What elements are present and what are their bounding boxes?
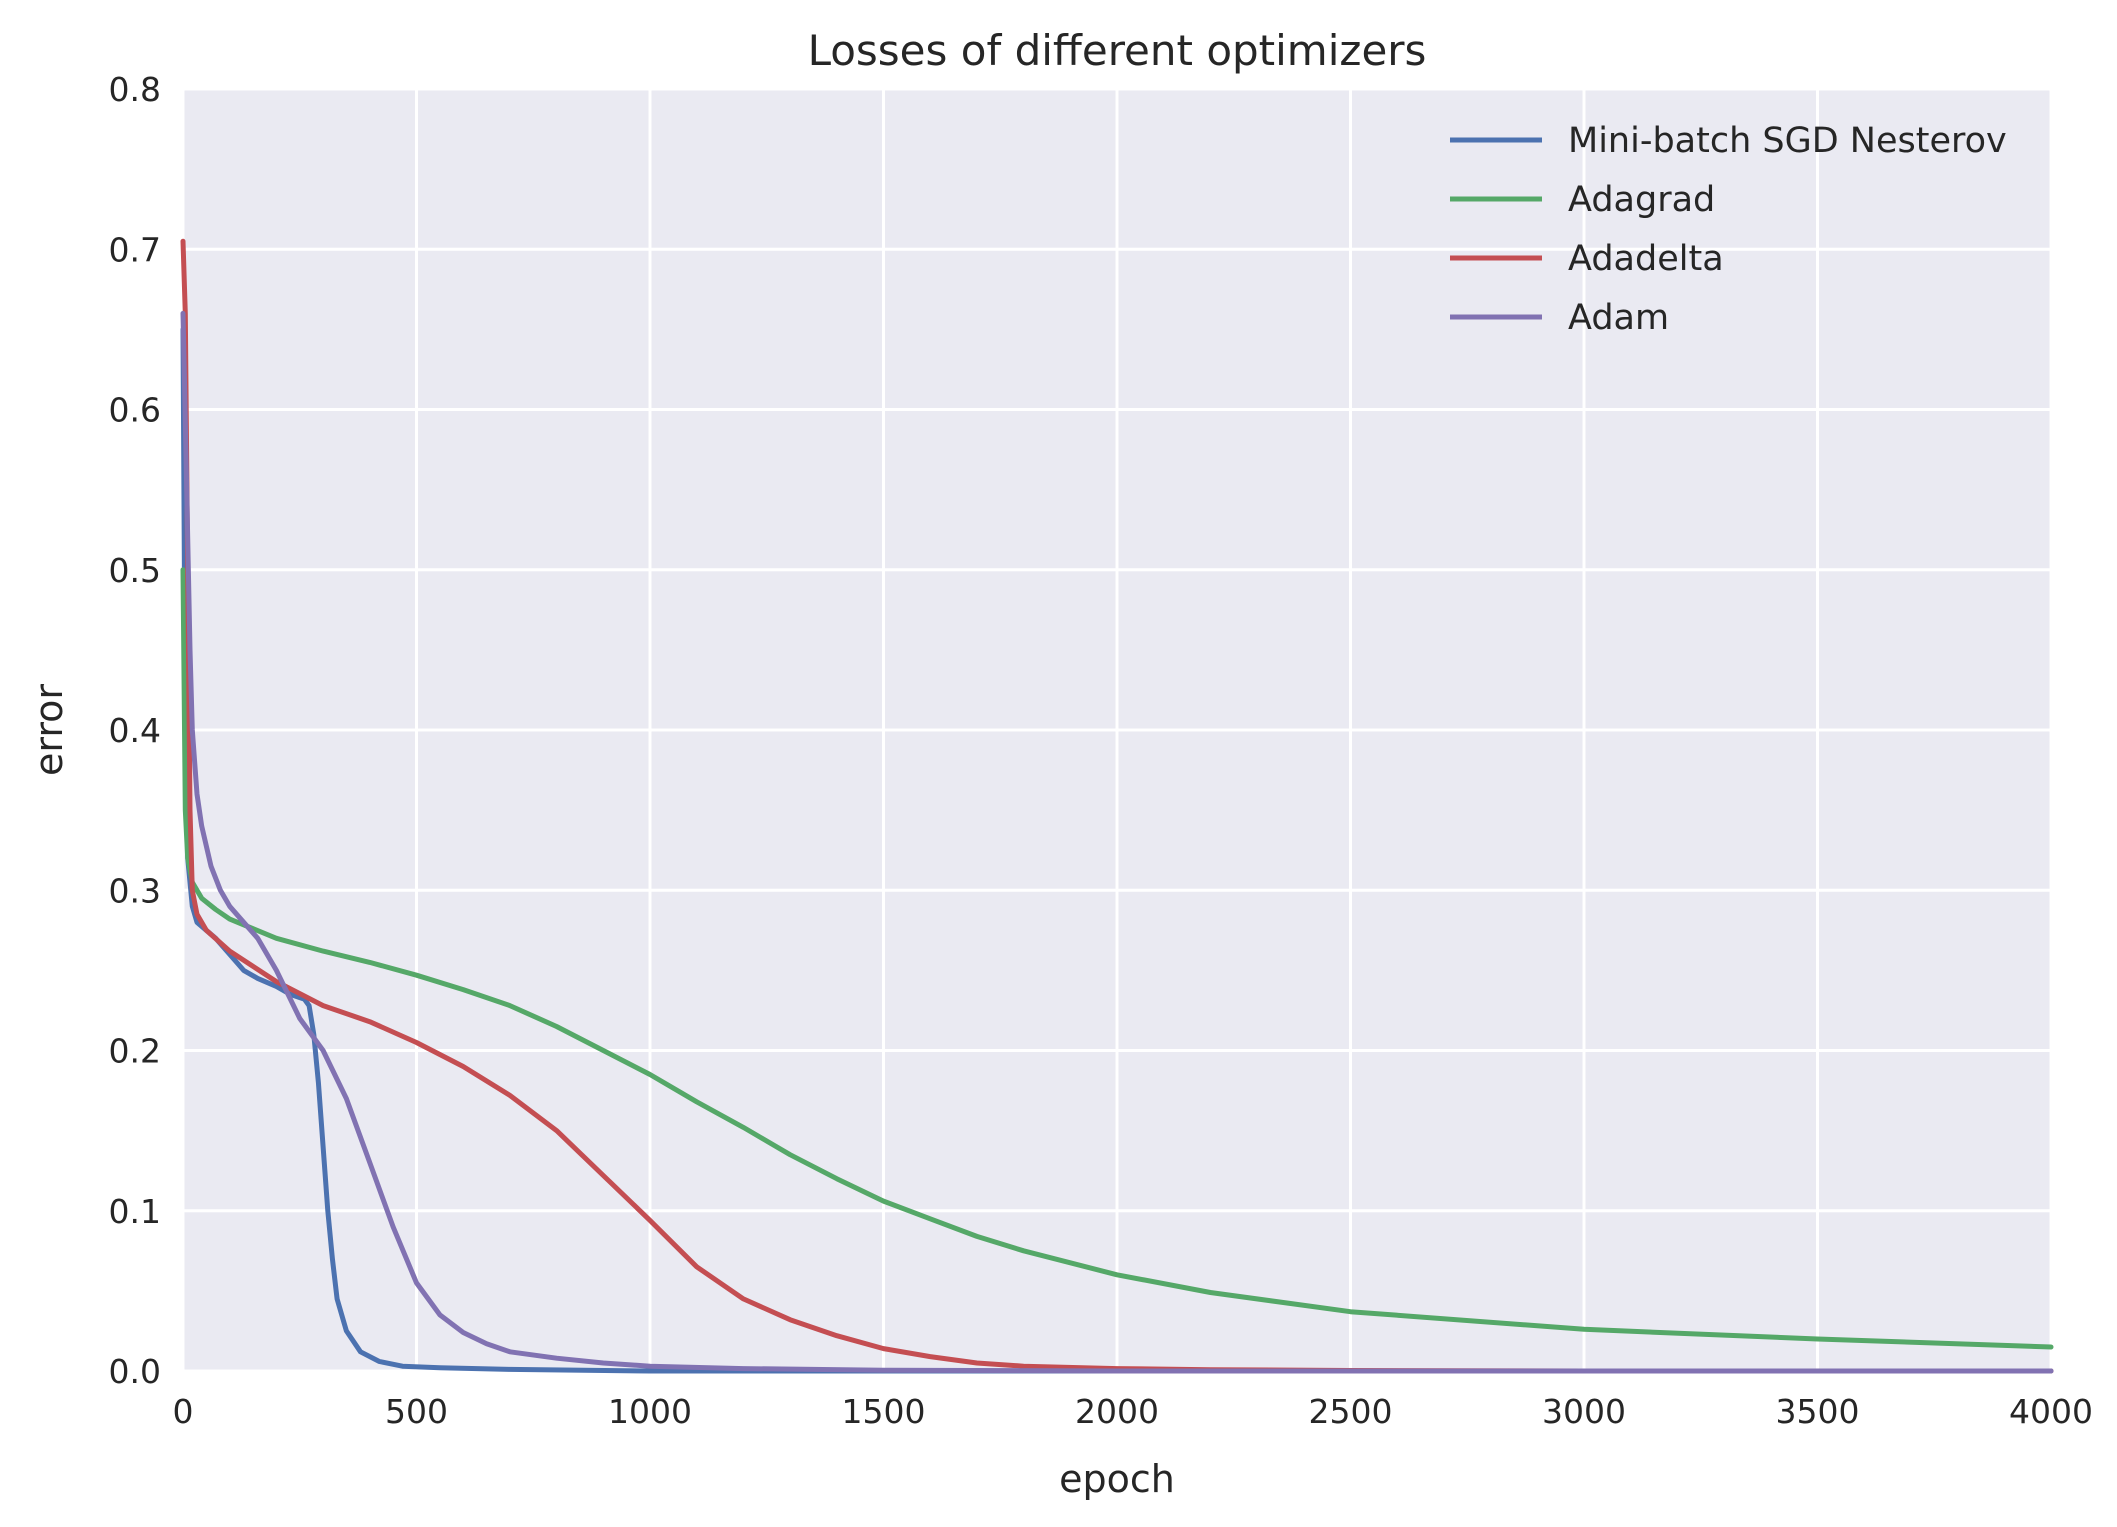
x-axis-label: epoch [1059, 1457, 1175, 1501]
x-tick-label: 500 [385, 1392, 448, 1431]
y-tick-label: 0.0 [109, 1352, 161, 1391]
legend-label: Adadelta [1568, 239, 1724, 279]
y-tick-labels: 0.0 0.1 0.2 0.3 0.4 0.5 0.6 0.7 0.8 [109, 70, 161, 1391]
y-tick-label: 0.4 [109, 711, 161, 750]
y-tick-label: 0.3 [109, 871, 161, 910]
y-tick-label: 0.1 [109, 1192, 161, 1231]
x-tick-label: 0 [173, 1392, 194, 1431]
x-tick-labels: 0 500 1000 1500 2000 2500 3000 3500 4000 [173, 1392, 2093, 1431]
series-line-1 [180, 567, 2054, 1350]
x-tick-label: 2000 [1075, 1392, 1159, 1431]
legend-label: Adam [1568, 298, 1669, 338]
y-tick-label: 0.5 [109, 551, 161, 590]
chart-title: Losses of different optimizers [808, 26, 1427, 75]
legend: Mini-batch SGD Nesterov Adagrad Adadelta Ad… [1450, 121, 2007, 338]
series-line-3 [180, 310, 2054, 1374]
y-tick-label: 0.6 [109, 391, 161, 430]
series-layer [180, 238, 2054, 1374]
legend-label: Mini-batch SGD Nesterov [1568, 121, 2007, 161]
series-line-2 [180, 238, 2054, 1374]
x-tick-label: 3500 [1776, 1392, 1860, 1431]
y-tick-label: 0.8 [109, 70, 161, 109]
y-tick-label: 0.2 [109, 1032, 161, 1071]
y-tick-label: 0.7 [109, 230, 161, 269]
x-tick-label: 3000 [1542, 1392, 1626, 1431]
x-tick-label: 2500 [1309, 1392, 1393, 1431]
x-tick-label: 1000 [608, 1392, 692, 1431]
y-axis-label: error [27, 684, 71, 776]
x-tick-label: 4000 [2009, 1392, 2093, 1431]
x-tick-label: 1500 [842, 1392, 926, 1431]
legend-label: Adagrad [1568, 180, 1715, 220]
